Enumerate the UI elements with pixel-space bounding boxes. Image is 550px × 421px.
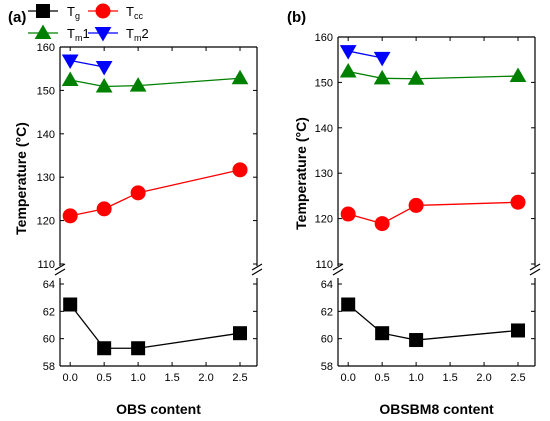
y-tick-label: 60: [43, 334, 55, 346]
x-tick-label: 2.5: [510, 372, 525, 384]
y-tick-label: 120: [315, 214, 333, 226]
x-tick-label: 1.0: [130, 372, 145, 384]
y-tick-label: 110: [37, 259, 55, 271]
x-tick-label: 2.5: [232, 372, 247, 384]
data-point-m2: [373, 51, 391, 67]
x-tick-label: 2.0: [476, 372, 491, 384]
series-line-g: [69, 304, 241, 349]
y-axis-label: Temperature (°C): [293, 117, 309, 230]
x-tick-label: 0.0: [341, 372, 356, 384]
y-tick-label: 160: [37, 42, 55, 54]
data-point-m2: [95, 60, 113, 76]
legend-label: Tcc: [126, 4, 143, 21]
x-tick-label: 0.0: [63, 372, 78, 384]
series-line-g: [347, 304, 519, 341]
y-tick-label: 130: [315, 168, 333, 180]
data-point-cc: [62, 208, 78, 224]
y-axis-label: Temperature (°C): [13, 122, 29, 235]
panel-label: (b): [287, 9, 306, 26]
data-point-m1: [95, 77, 113, 93]
data-point-m1: [373, 69, 391, 85]
y-tick-label: 130: [37, 172, 55, 184]
x-axis-label: OBSBM8 content: [379, 401, 494, 417]
axis-break-mark: [54, 263, 66, 271]
axis-break-mark: [529, 268, 541, 276]
axis-break-mark: [251, 263, 263, 271]
series-line-m2: [70, 59, 105, 68]
data-point-m1: [407, 70, 425, 85]
data-point-g: [131, 341, 146, 356]
data-point-cc: [374, 216, 390, 232]
y-tick-label: 58: [43, 361, 55, 373]
data-point-g: [233, 326, 248, 341]
data-point-m2: [61, 54, 79, 69]
y-tick-label: 110: [315, 259, 333, 271]
y-tick-label: 60: [321, 334, 333, 346]
series-line-cc: [348, 201, 519, 225]
legend-marker: [36, 4, 50, 18]
data-point-cc: [510, 194, 526, 210]
x-tick-label: 1.0: [408, 372, 423, 384]
axis-break-mark: [332, 263, 344, 271]
x-tick-label: 1.5: [164, 372, 179, 384]
y-tick-label: 120: [37, 216, 55, 228]
legend: Tg Tcc Tm1 Tm2: [28, 3, 149, 43]
legend-label: Tm1: [67, 26, 90, 43]
legend-label: Tg: [67, 4, 80, 21]
data-point-g: [375, 326, 390, 341]
data-point-g: [511, 323, 526, 338]
series-line-cc: [70, 169, 241, 217]
legend-label: Tm2: [126, 26, 149, 43]
data-point-cc: [408, 197, 424, 213]
y-tick-label: 64: [43, 279, 55, 291]
x-tick-label: 1.5: [442, 372, 457, 384]
y-tick-label: 62: [43, 306, 55, 318]
axis-break-mark: [529, 263, 541, 271]
legend-marker: [34, 24, 52, 39]
data-point-cc: [340, 206, 356, 222]
data-point-cc: [232, 162, 248, 178]
data-point-g: [63, 297, 78, 312]
axis-break-mark: [332, 268, 344, 276]
data-point-m1: [339, 63, 357, 78]
data-point-g: [97, 341, 112, 356]
axis-break-mark: [54, 268, 66, 276]
data-point-g: [341, 297, 356, 312]
data-point-m2: [339, 45, 357, 60]
series-line-m2: [348, 50, 383, 59]
panel-a: 110 120 130 140 150 160 58 60 62 64 0.0 0.5 1.0 1.5 2.…: [8, 9, 263, 417]
data-point-m1: [129, 77, 147, 92]
data-point-m1: [509, 67, 527, 83]
x-tick-label: 2.0: [198, 372, 213, 384]
data-point-m1: [61, 71, 79, 86]
legend-marker: [94, 27, 112, 42]
y-tick-label: 160: [315, 32, 333, 44]
y-tick-label: 140: [37, 129, 55, 141]
series-line-m1: [348, 70, 519, 80]
y-tick-label: 62: [321, 306, 333, 318]
legend-marker: [95, 3, 111, 19]
data-point-cc: [96, 201, 112, 217]
y-tick-label: 150: [37, 85, 55, 97]
y-tick-label: 140: [315, 123, 333, 135]
x-tick-label: 0.5: [375, 372, 390, 384]
series-line-m1: [70, 77, 241, 88]
axis-break-mark: [251, 268, 263, 276]
data-point-cc: [130, 185, 146, 201]
y-tick-label: 58: [321, 361, 333, 373]
y-tick-label: 64: [321, 279, 333, 291]
x-axis-label: OBS content: [116, 401, 201, 417]
panel-b: 110 120 130 140 150 160 58 60 62 64 0.0 0.5 1.0 1.5 2.…: [287, 9, 541, 417]
data-point-g: [409, 333, 424, 348]
x-tick-label: 0.5: [97, 372, 112, 384]
panel-label: (a): [8, 9, 26, 26]
y-tick-label: 150: [315, 77, 333, 89]
data-point-m1: [231, 69, 249, 85]
